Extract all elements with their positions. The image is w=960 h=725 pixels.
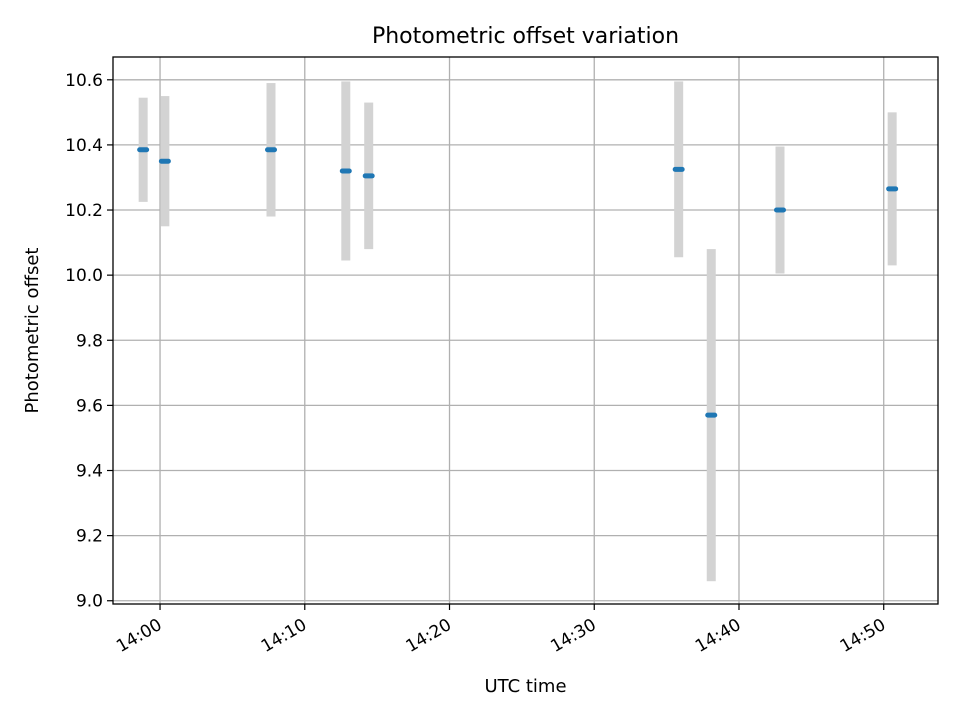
y-tick-label: 9.6 [76,396,103,416]
y-tick-label: 9.2 [76,527,103,547]
y-axis-ticks: 9.0 9.2 9.4 9.6 9.8 10.0 10.2 10.4 10.6 [65,71,113,612]
y-tick-label: 9.8 [76,331,103,351]
data-point [137,147,150,153]
data-point [265,147,278,153]
y-tick-label: 9.0 [76,592,103,612]
y-tick-label: 10.2 [65,201,103,221]
x-axis-label: UTC time [484,676,566,697]
y-axis-label: Photometric offset [22,248,43,414]
data-point [158,158,171,164]
plot-frame [112,56,939,605]
data-point [339,168,352,174]
data-point [886,186,899,192]
data-point [773,207,786,213]
data-markers [137,147,899,418]
y-tick-label: 10.6 [65,71,103,91]
grid [113,57,938,604]
y-tick-label: 10.4 [65,136,103,156]
data-point [705,412,718,418]
data-point [362,173,375,179]
data-point [672,166,685,172]
y-tick-label: 9.4 [76,462,103,482]
chart-title: Photometric offset variation [372,24,679,49]
y-tick-label: 10.0 [65,266,103,286]
